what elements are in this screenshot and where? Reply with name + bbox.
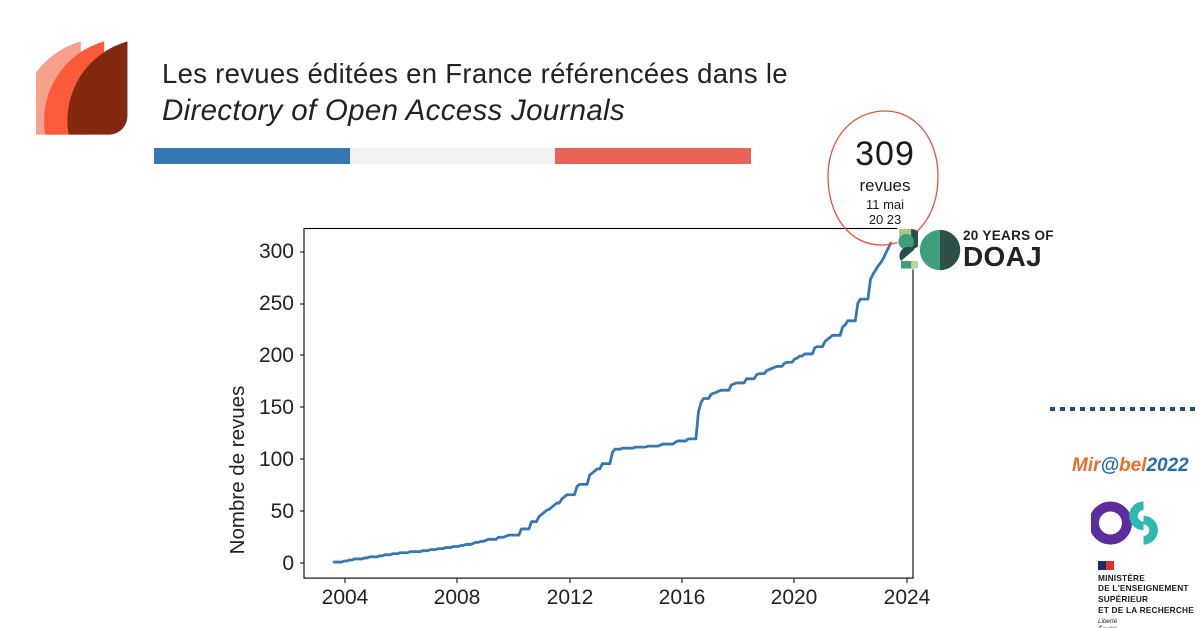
svg-text:100: 100 — [259, 448, 294, 471]
svg-text:150: 150 — [259, 396, 294, 419]
svg-text:2012: 2012 — [547, 586, 594, 609]
svg-text:0: 0 — [282, 552, 294, 575]
svg-text:300: 300 — [259, 240, 294, 263]
svg-text:200: 200 — [259, 344, 294, 367]
svg-text:50: 50 — [271, 500, 294, 523]
svg-text:250: 250 — [259, 292, 294, 315]
svg-text:2024: 2024 — [884, 586, 931, 609]
svg-text:2020: 2020 — [771, 586, 818, 609]
svg-text:2004: 2004 — [322, 586, 369, 609]
svg-text:2016: 2016 — [659, 586, 706, 609]
svg-text:Nombre de revues: Nombre de revues — [226, 386, 249, 555]
svg-text:2008: 2008 — [434, 586, 481, 609]
